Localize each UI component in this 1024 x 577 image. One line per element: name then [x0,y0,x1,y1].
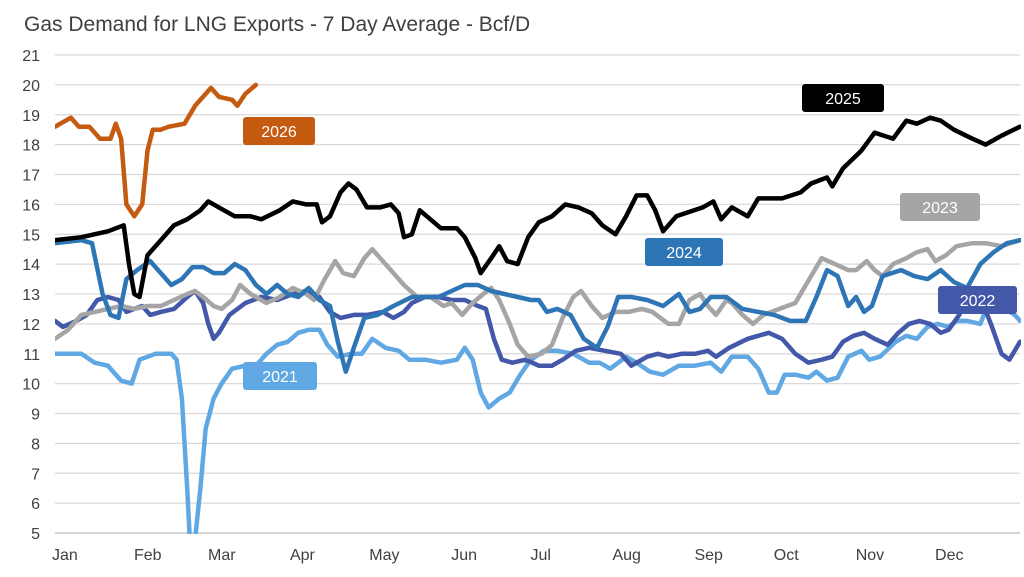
y-tick-label: 20 [22,78,40,95]
series-label-2021: 2021 [243,362,317,390]
series-line-2021 [55,294,1021,534]
label-text: 2021 [262,369,298,386]
y-tick-label: 21 [22,48,40,65]
y-tick-label: 12 [22,317,40,334]
y-tick-label: 7 [31,466,40,483]
series-label-2024: 2024 [645,238,723,266]
y-tick-label: 18 [22,138,40,155]
series-label-2023: 2023 [900,193,980,221]
label-text: 2022 [960,293,996,310]
y-tick-label: 13 [22,287,40,304]
label-box [243,117,315,145]
y-tick-label: 5 [31,526,40,543]
y-tick-label: 8 [31,436,40,453]
x-tick-label: Dec [935,547,963,564]
label-box [243,362,317,390]
x-tick-label: Oct [774,547,799,564]
label-box [938,286,1017,314]
x-tick-label: Jan [52,547,78,564]
label-text: 2026 [261,124,297,141]
label-text: 2025 [825,91,861,108]
series-lines [55,82,1021,534]
series-line-2024 [55,237,1021,374]
y-tick-label: 11 [23,347,40,364]
series-label-2025: 2025 [802,84,884,112]
label-text: 2023 [922,200,958,217]
label-box [645,238,723,266]
x-axis: Jan Feb Mar Apr May Jun Jul Aug Sep Oct Nov Dec [52,532,1020,564]
y-tick-label: 15 [22,227,40,244]
y-tick-label: 6 [31,496,40,513]
series-line-2023 [55,237,1021,359]
x-tick-label: May [369,547,399,564]
y-tick-label: 9 [31,407,40,424]
x-tick-label: Jun [451,547,477,564]
series-line-2026 [55,82,259,219]
series-labels: 2021 2022 2023 2024 2025 2026 [243,84,1017,390]
series-line-2025 [55,115,1021,300]
label-text: 2024 [666,245,702,262]
y-tick-label: 19 [22,108,40,125]
x-tick-label: Sep [694,547,723,564]
x-tick-label: Aug [612,547,640,564]
x-tick-label: Nov [856,547,884,564]
x-tick-label: Feb [134,547,162,564]
y-axis: 5 6 7 8 9 10 11 12 13 14 15 16 17 18 19 20 21 [22,48,40,543]
x-tick-label: Mar [208,547,236,564]
label-box [900,193,980,221]
label-box [802,84,884,112]
y-tick-label: 16 [22,197,40,214]
series-label-2022: 2022 [938,286,1017,314]
chart-title: Gas Demand for LNG Exports - 7 Day Avera… [24,13,530,36]
y-tick-label: 14 [22,257,40,274]
y-tick-label: 10 [22,377,40,394]
y-tick-label: 17 [22,168,40,185]
series-label-2026: 2026 [243,117,315,145]
x-tick-label: Jul [531,547,551,564]
x-tick-label: Apr [290,547,316,564]
